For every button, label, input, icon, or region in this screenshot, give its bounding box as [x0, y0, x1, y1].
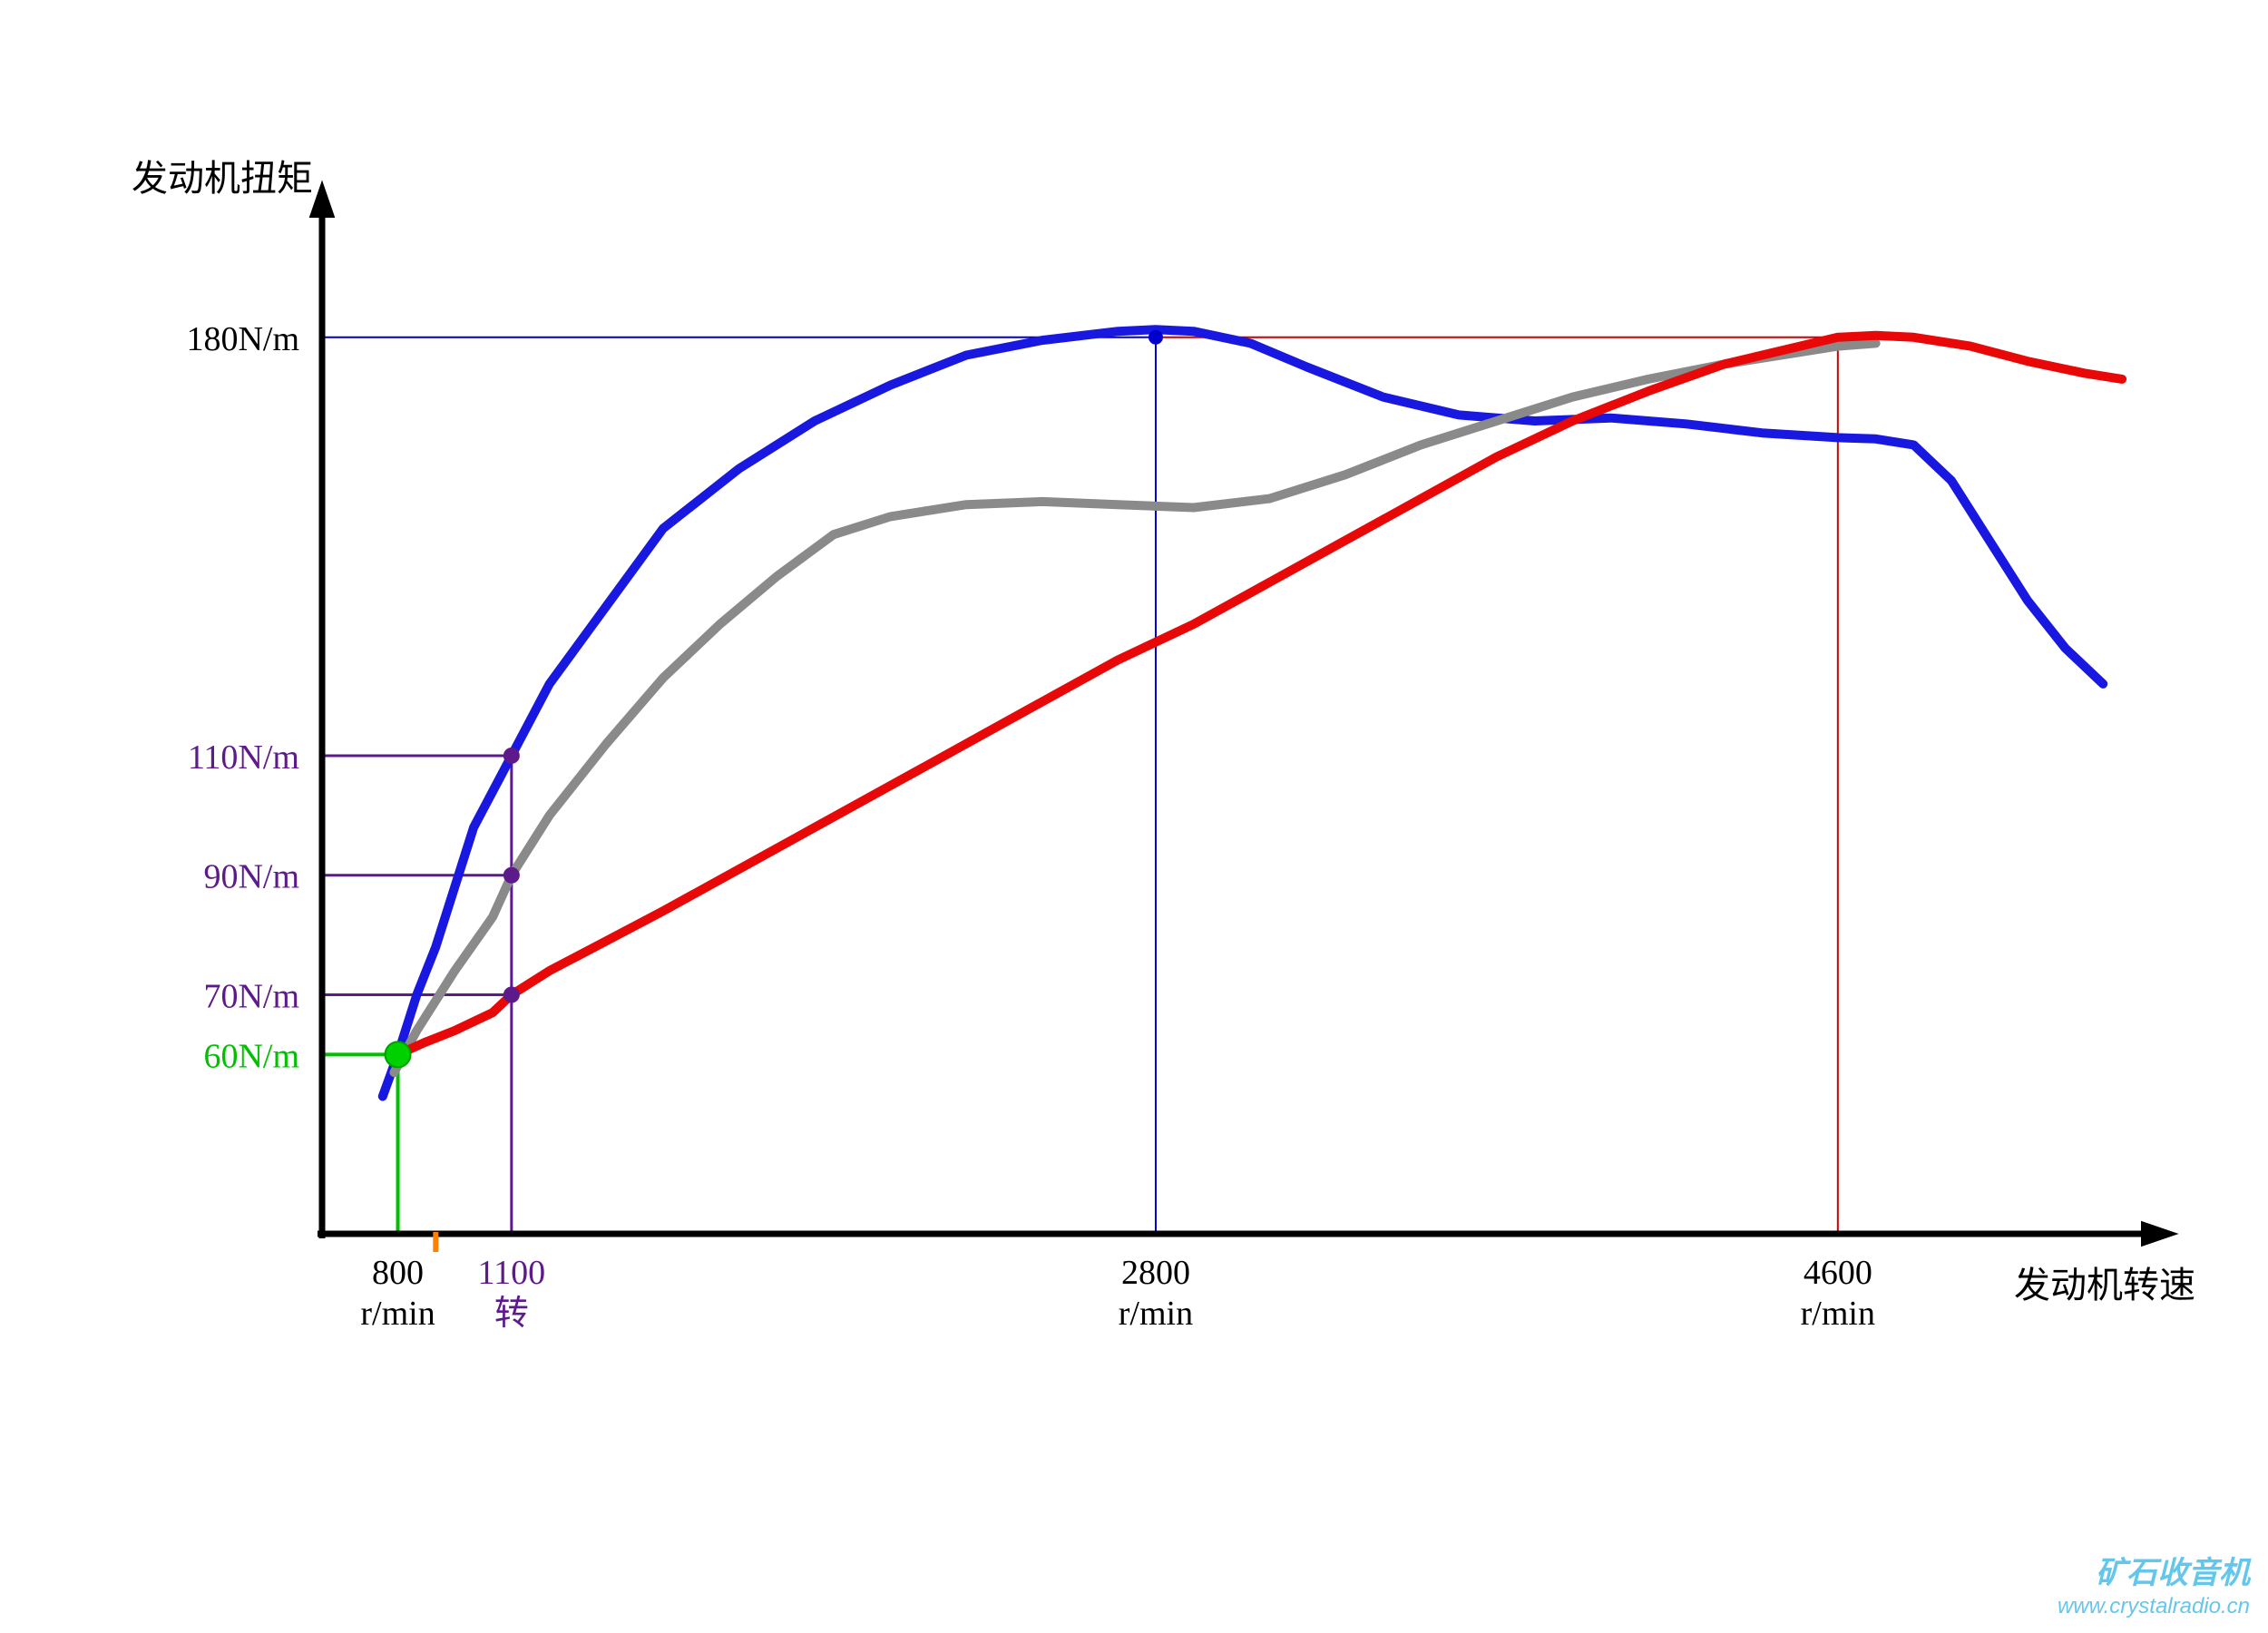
y-tick-label: 90N/m	[203, 858, 299, 896]
x-tick-label-bottom: r/min	[360, 1295, 435, 1333]
x-axis-label: 发动机转速	[2014, 1265, 2195, 1305]
x-tick-label-top: 2800	[1121, 1254, 1190, 1292]
y-tick-label: 60N/m	[203, 1037, 299, 1075]
chart-background	[0, 0, 2268, 1633]
y-tick-label: 110N/m	[188, 738, 299, 777]
x-tick-label-bottom: r/min	[1801, 1295, 1875, 1333]
x-tick-label-bottom: r/min	[1119, 1295, 1193, 1333]
x-tick-label-bottom: 转	[494, 1295, 529, 1333]
y-tick-label: 180N/m	[186, 320, 299, 358]
y-axis-label: 发动机扭矩	[132, 158, 313, 199]
y-tick-label: 70N/m	[203, 977, 299, 1015]
x-tick-label-top: 1100	[478, 1254, 546, 1292]
watermark-line1: 矿石收音机	[2096, 1556, 2252, 1590]
x-tick-label-top: 4600	[1804, 1254, 1872, 1292]
watermark-line2: www.crystalradio.cn	[2058, 1594, 2250, 1618]
engine-torque-chart: 发动机扭矩发动机转速 60N/m 70N/m 90N/m 110N/m 180N/m 800…	[0, 0, 2268, 1633]
x-tick-label-top: 800	[372, 1254, 424, 1292]
